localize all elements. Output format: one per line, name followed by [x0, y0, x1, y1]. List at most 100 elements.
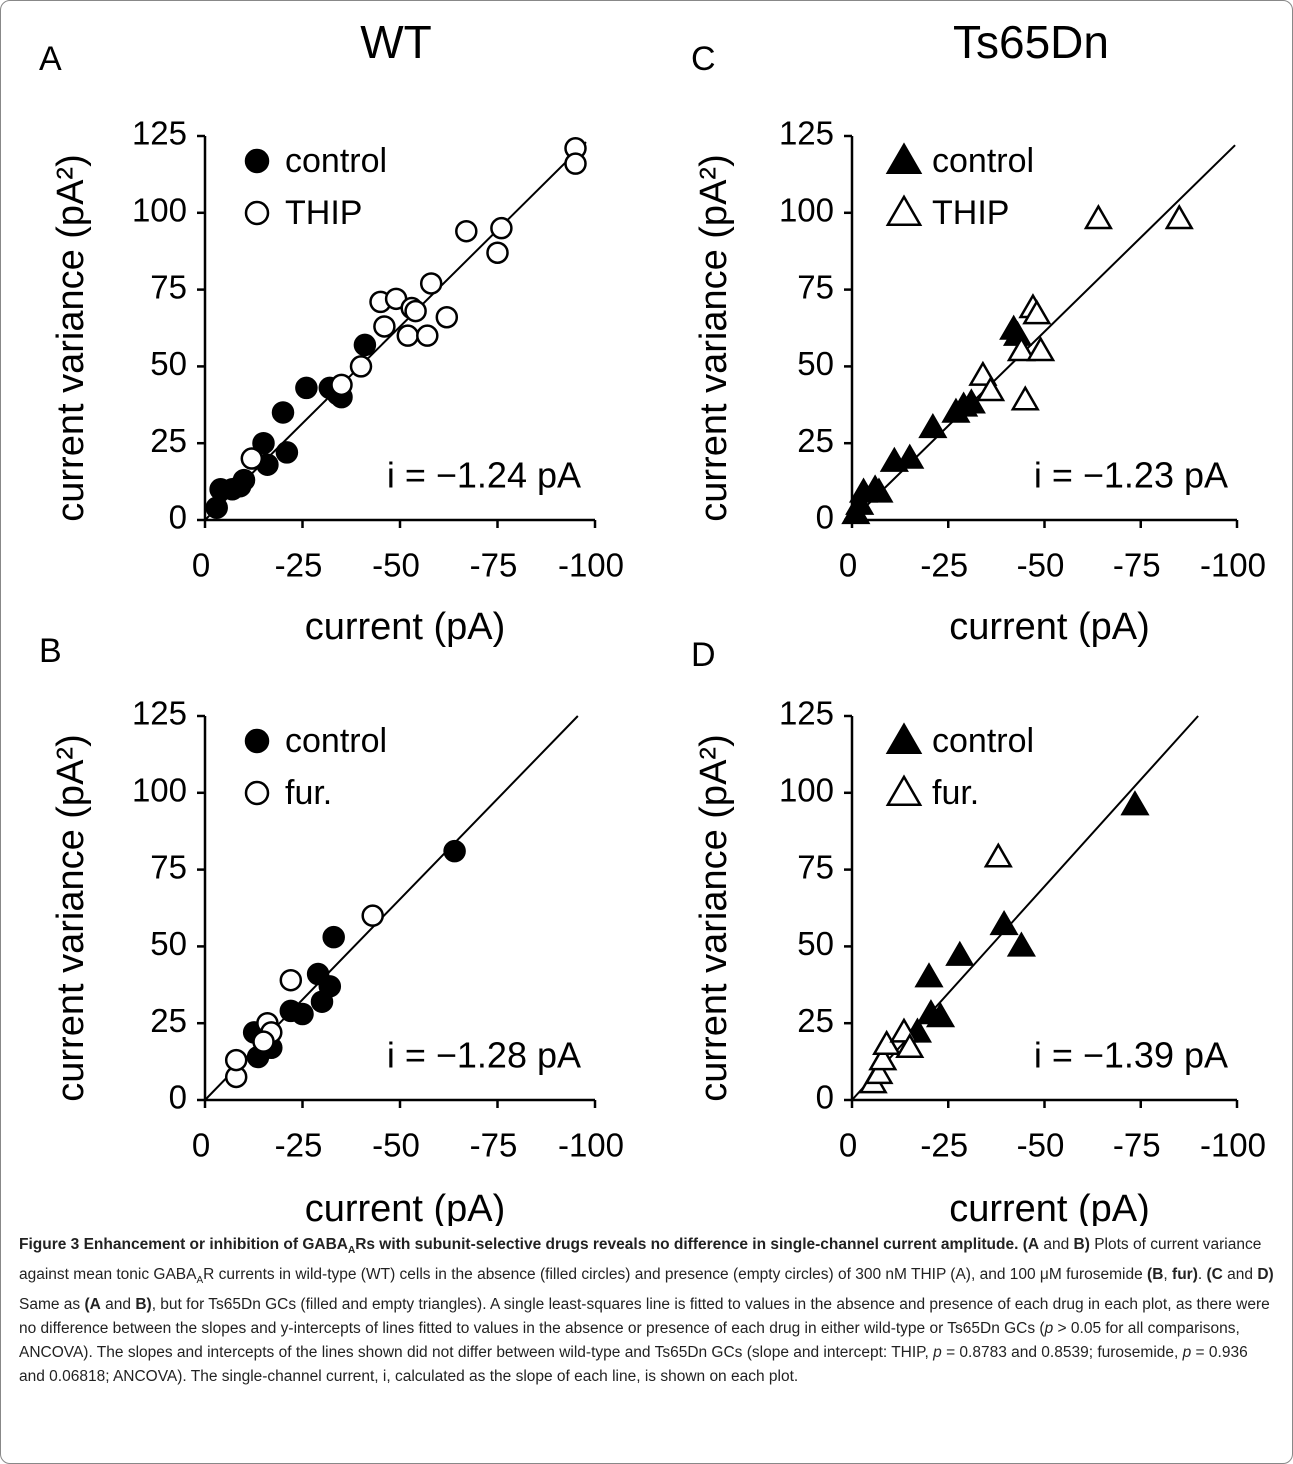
data-point	[361, 904, 384, 927]
data-point	[455, 219, 478, 243]
x-tick-label: -100	[1200, 1127, 1266, 1164]
data-point	[416, 324, 439, 347]
data-point	[976, 376, 1006, 402]
x-tick-label: -75	[470, 1127, 518, 1164]
data-point	[353, 333, 377, 357]
data-point	[232, 468, 256, 492]
caption-run: and	[100, 1296, 136, 1314]
legend-label: fur.	[285, 774, 332, 812]
x-tick-label: -50	[372, 1127, 420, 1164]
y-tick-label: 50	[150, 345, 187, 382]
x-axis-label: current (pA)	[949, 1188, 1150, 1226]
caption-run: p	[1182, 1344, 1192, 1362]
data-point	[1026, 336, 1056, 362]
caption-run: (B	[1147, 1266, 1164, 1284]
panel-title: WT	[360, 16, 432, 68]
x-tick-label: -100	[558, 547, 624, 584]
y-axis-label: current variance (pA²)	[50, 734, 92, 1101]
data-point	[845, 489, 875, 515]
x-tick-label: -100	[1200, 547, 1266, 584]
data-point	[252, 431, 275, 455]
caption-run: Figure 3 Enhancement or inhibition of GA…	[19, 1236, 348, 1253]
x-tick-label: -25	[920, 1127, 968, 1164]
data-point	[945, 940, 975, 966]
x-tick-label: 0	[192, 1127, 210, 1164]
panel-label: A	[39, 40, 62, 78]
data-point	[240, 447, 264, 470]
caption-run: (C	[1206, 1266, 1223, 1284]
x-tick-label: -75	[1113, 1127, 1161, 1164]
data-point	[918, 412, 948, 439]
data-point	[564, 152, 587, 175]
legend-marker	[244, 780, 270, 806]
caption-run: A	[347, 1245, 356, 1257]
data-point	[295, 376, 318, 400]
x-axis-label: current (pA)	[305, 606, 506, 648]
legend-label: fur.	[932, 774, 979, 812]
data-point	[895, 443, 925, 469]
caption-run: = 0.8783 and 0.8539; furosemide,	[941, 1344, 1183, 1362]
caption-run: R currents in wild-type (WT) cells in th…	[203, 1266, 1148, 1284]
data-point	[396, 324, 420, 347]
data-point	[1164, 204, 1194, 230]
caption-run: and	[1039, 1236, 1074, 1253]
data-point	[868, 1045, 898, 1071]
caption-run: Same as	[19, 1296, 85, 1314]
legend-label: THIP	[932, 194, 1009, 232]
data-point	[291, 1002, 314, 1026]
legend-marker	[885, 142, 923, 174]
x-tick-label: -100	[558, 1127, 624, 1164]
caption-run: Rs with subunit-selective drugs reveals …	[355, 1236, 1023, 1253]
y-tick-label: 0	[816, 1079, 834, 1116]
caption-run: B)	[1073, 1236, 1090, 1253]
data-point	[989, 910, 1019, 936]
y-tick-label: 75	[150, 268, 187, 305]
y-tick-label: 50	[797, 925, 834, 962]
data-point	[275, 441, 299, 464]
data-point	[318, 975, 342, 998]
data-point	[419, 272, 443, 295]
legend-label: control	[285, 722, 387, 760]
x-tick-label: -50	[372, 547, 420, 584]
data-point	[956, 388, 986, 414]
caption-run: .	[1197, 1266, 1207, 1284]
data-point	[1006, 336, 1036, 362]
y-tick-label: 100	[779, 192, 834, 229]
data-point	[1083, 204, 1113, 230]
figure-caption: Figure 3 Enhancement or inhibition of GA…	[19, 1233, 1277, 1389]
annotation: i = −1.39 pA	[1034, 1035, 1228, 1076]
caption-run: = 0.936 and 0.06818; ANCOVA). The single…	[19, 1344, 1248, 1386]
data-point	[864, 1058, 894, 1085]
data-point	[330, 373, 353, 397]
x-tick-label: -75	[470, 547, 518, 584]
caption-run: fur)	[1172, 1266, 1198, 1284]
y-tick-label: 50	[797, 345, 834, 382]
legend-label: control	[932, 142, 1034, 180]
data-point	[271, 401, 295, 424]
data-point	[443, 839, 466, 863]
caption-run: Plots of current variance against mean t…	[19, 1236, 1262, 1284]
x-tick-label: -25	[275, 1127, 323, 1164]
caption-run: , but for Ts65Dn GCs (filled and empty t…	[19, 1296, 1270, 1338]
annotation: i = −1.23 pA	[1034, 455, 1228, 496]
data-point	[1022, 299, 1052, 325]
legend-label: control	[285, 142, 387, 180]
caption-run: and	[1222, 1266, 1258, 1284]
data-point	[404, 299, 427, 323]
y-tick-label: 125	[132, 115, 187, 152]
caption-run: D)	[1257, 1266, 1274, 1284]
y-tick-label: 125	[779, 695, 834, 732]
y-tick-label: 0	[816, 499, 834, 536]
y-tick-label: 75	[797, 268, 834, 305]
caption-run: (A	[84, 1296, 101, 1314]
annotation: i = −1.24 pA	[387, 455, 581, 496]
panel-title: Ts65Dn	[953, 16, 1109, 68]
caption-run: p	[933, 1344, 942, 1362]
x-tick-label: -25	[275, 547, 323, 584]
data-point	[224, 1048, 248, 1072]
data-point	[349, 355, 373, 378]
caption-run: p	[1044, 1320, 1054, 1338]
data-point	[895, 1032, 925, 1059]
y-axis-label: current variance (pA²)	[693, 734, 735, 1101]
